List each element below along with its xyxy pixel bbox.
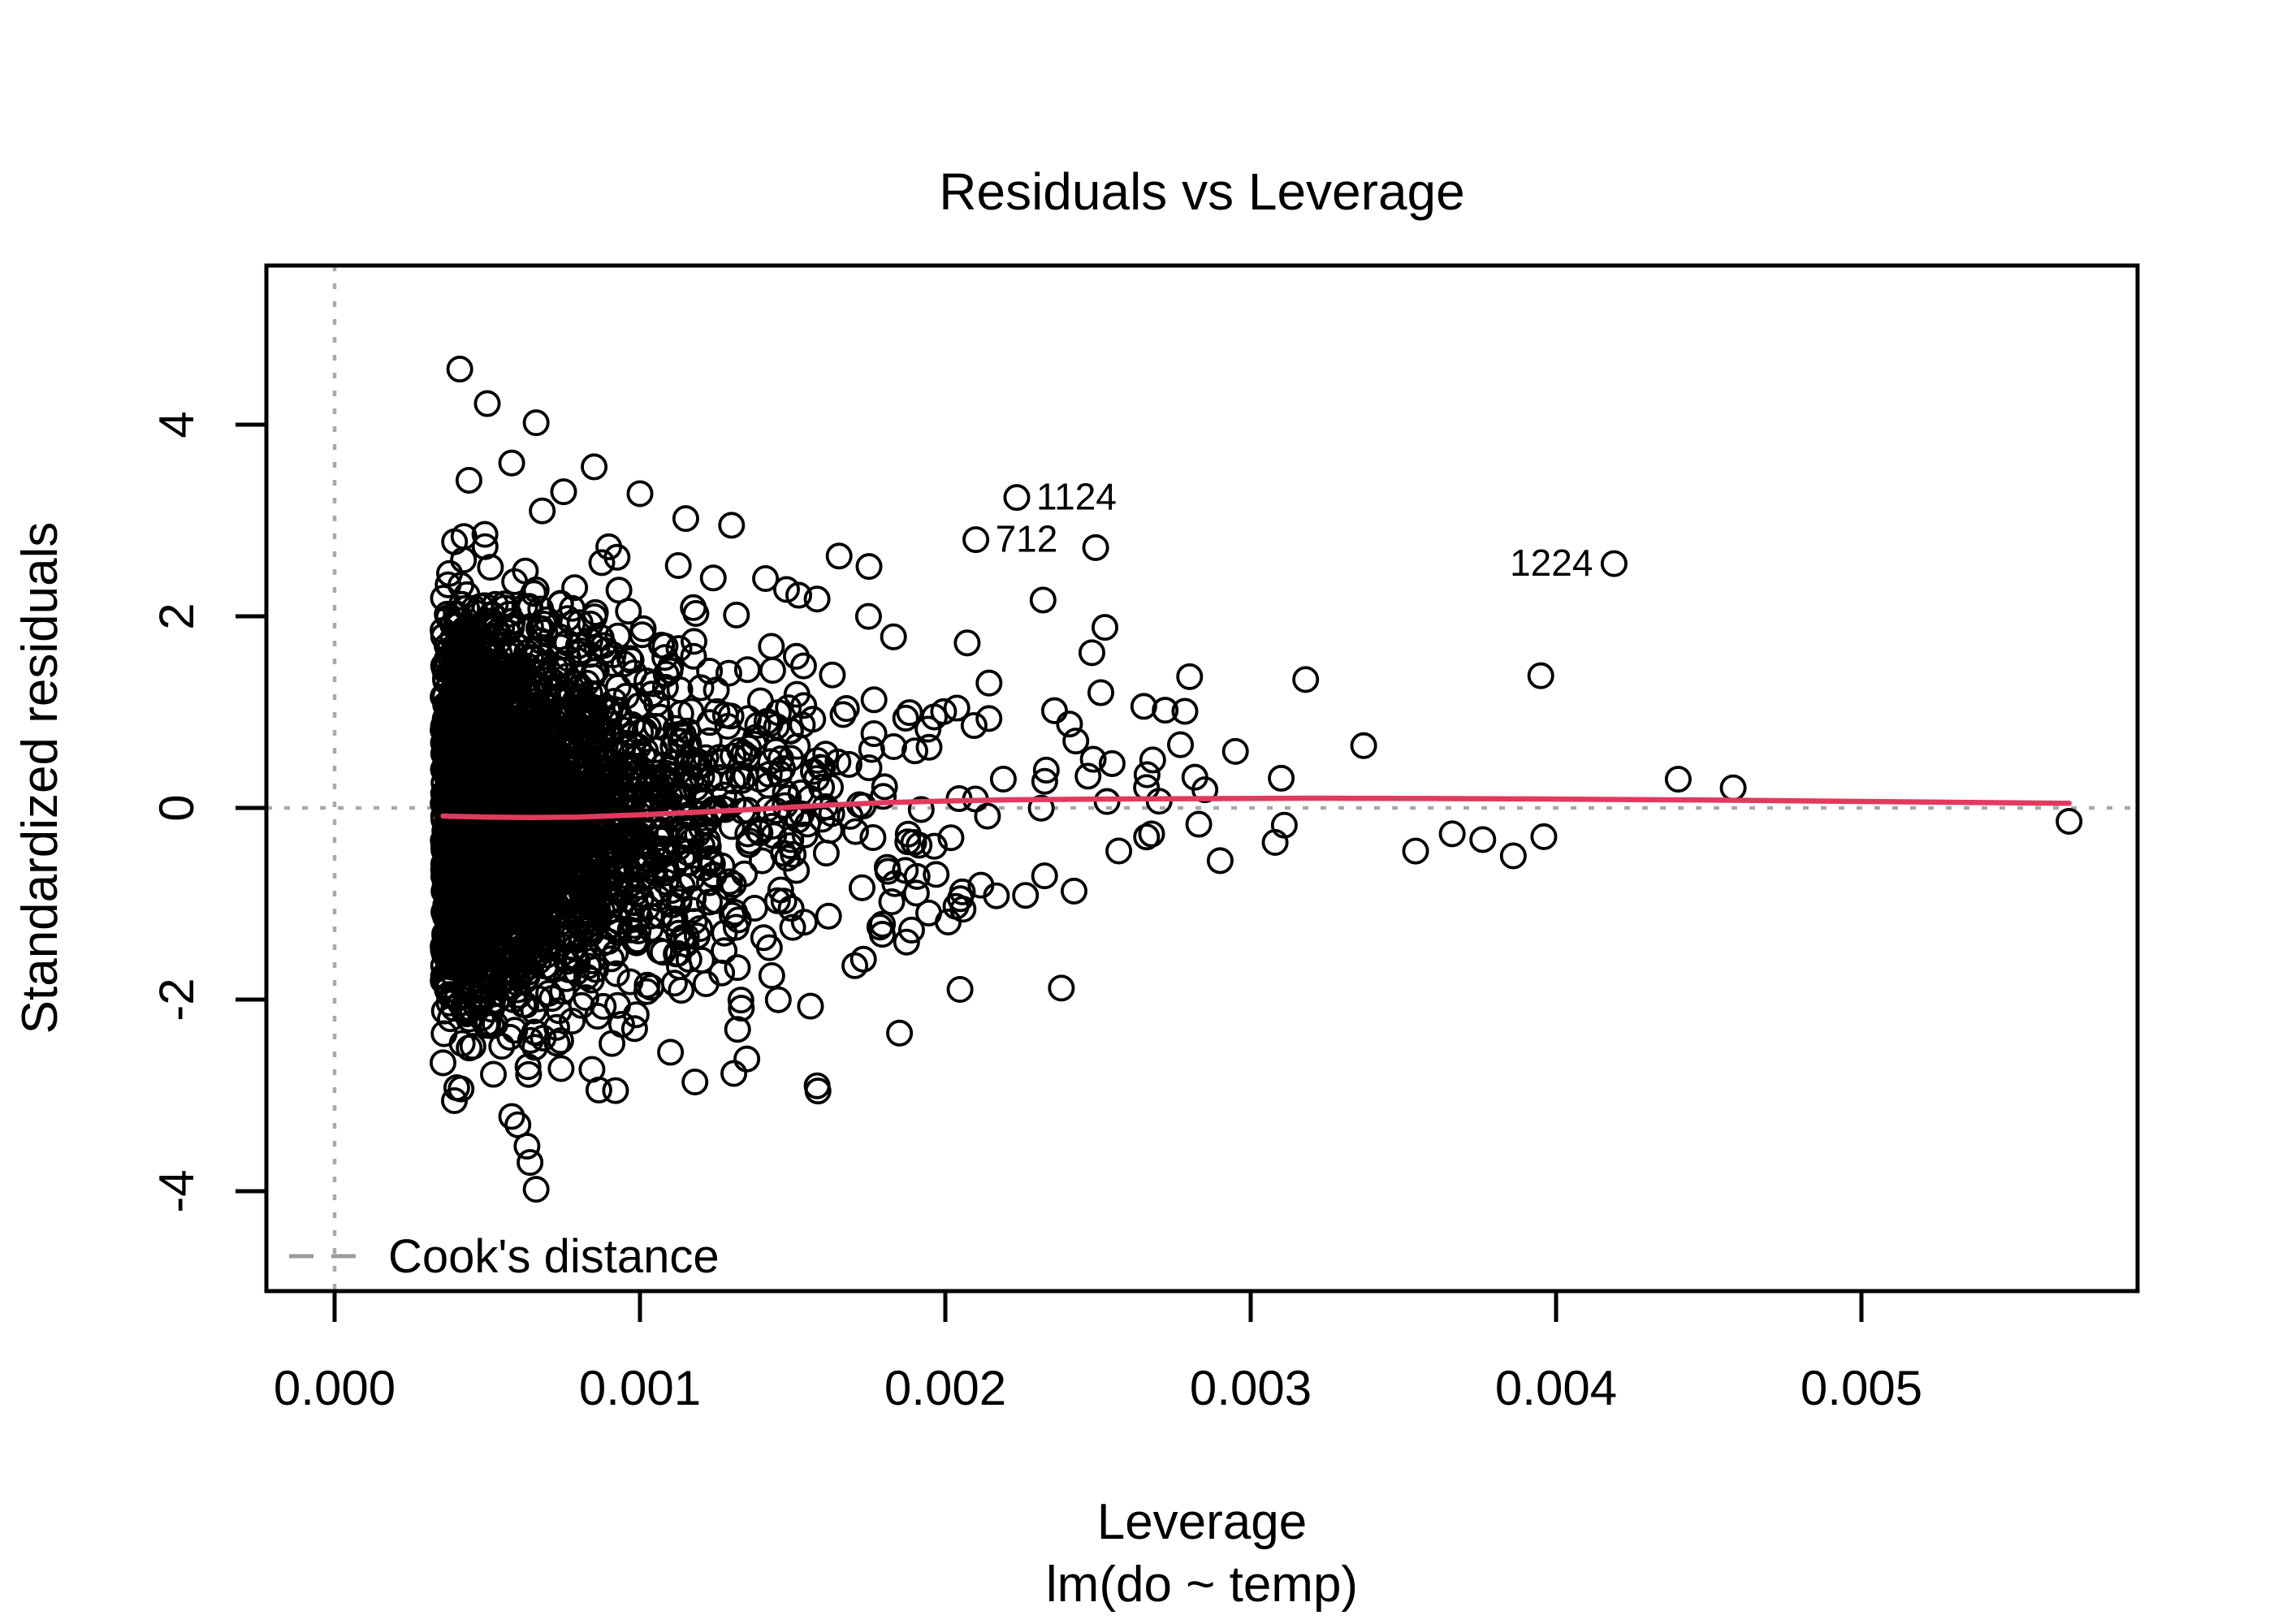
scatter-point <box>1152 697 1179 724</box>
plot-border-box <box>264 263 2140 1294</box>
scatter-point <box>550 478 577 506</box>
scatter-point <box>498 449 525 477</box>
labeled-point-1124 <box>1003 484 1031 512</box>
axis-ticks: 0.000 0.001 0.002 0.003 0.004 0.005 -4 -2 0 2 4 <box>149 411 1922 1415</box>
scatter-point <box>529 497 556 525</box>
scatter-point <box>602 1077 629 1104</box>
labeled-point-1224 <box>1600 550 1628 577</box>
x-tick-label: 0.001 <box>579 1361 701 1415</box>
scatter-point <box>1048 974 1075 1002</box>
scatter-point <box>733 1045 761 1073</box>
y-tick-label: 0 <box>149 794 204 821</box>
x-tick-label: 0.003 <box>1190 1361 1312 1415</box>
scatter-point <box>1206 847 1234 875</box>
scatter-point <box>1221 737 1249 765</box>
scatter-point <box>446 356 473 383</box>
smooth-trend-line <box>440 795 2072 821</box>
scatter-point <box>1185 810 1213 838</box>
scatter-point <box>1350 732 1377 759</box>
scatter-point <box>1078 639 1105 667</box>
scatter-point <box>1176 663 1204 690</box>
x-tick-label: 0.005 <box>1801 1361 1922 1415</box>
x-axis-subtitle: lm(do ~ temp) <box>1046 1557 1358 1613</box>
scatter-point <box>886 1019 914 1047</box>
scatter-point <box>1719 774 1747 801</box>
scatter-point <box>522 1176 550 1203</box>
labeled-point-712 <box>962 526 990 554</box>
chart-title: Residuals vs Leverage <box>939 162 1464 221</box>
scatter-point <box>513 1133 541 1160</box>
cooks-distance-legend-label: Cook's distance <box>388 1230 720 1283</box>
scatter-point <box>657 1039 685 1066</box>
x-tick-label: 0.004 <box>1495 1361 1617 1415</box>
x-tick-label: 0.002 <box>884 1361 1006 1415</box>
scatter-point <box>681 1068 709 1095</box>
scatter-point <box>1292 666 1320 693</box>
scatter-point <box>626 480 654 508</box>
scatter-point <box>1527 662 1554 689</box>
scatter-point <box>1438 820 1466 848</box>
scatter-point <box>2056 808 2083 836</box>
scatter-point <box>498 1103 525 1130</box>
scatter-point <box>443 1074 470 1102</box>
point-label-1124: 1124 <box>1036 476 1117 518</box>
scatter-point <box>1664 766 1692 793</box>
scatter-point <box>1191 776 1219 804</box>
scatter-point <box>699 564 727 592</box>
scatter-point <box>1530 823 1558 850</box>
x-tick-label: 0.000 <box>274 1361 396 1415</box>
y-axis-title: Standardized residuals <box>12 522 68 1034</box>
scatter-point <box>1130 693 1157 720</box>
y-tick-label: 2 <box>149 603 204 629</box>
scatter-point <box>785 581 813 609</box>
y-tick-label: 4 <box>149 411 204 438</box>
scatter-cloud <box>430 520 1208 1138</box>
scatter-point <box>522 409 550 437</box>
scatter-point <box>803 1072 831 1099</box>
scatter-point <box>1261 828 1289 856</box>
point-label-712: 712 <box>996 518 1058 560</box>
scatter-point <box>855 553 883 581</box>
scatter-point <box>672 505 699 533</box>
scatter-point <box>1469 826 1497 853</box>
scatter-point <box>1268 764 1295 792</box>
scatter-point <box>1167 731 1195 758</box>
y-tick-label: -4 <box>149 1169 204 1212</box>
scatter-point <box>581 453 608 481</box>
scatter-point <box>718 512 746 539</box>
scatter-point <box>517 1149 544 1177</box>
scatter-point <box>473 390 501 417</box>
x-axis-title: Leverage <box>1097 1494 1308 1550</box>
scatter-point <box>1029 586 1057 614</box>
y-tick-label: -2 <box>149 978 204 1021</box>
scatter-point <box>1402 837 1429 865</box>
point-label-1224: 1224 <box>1510 542 1593 584</box>
scatter-outlier-points <box>443 356 2083 1203</box>
scatter-point <box>803 585 831 613</box>
scatter-point <box>455 466 482 494</box>
scatter-point <box>772 576 800 603</box>
scatter-point <box>480 1060 508 1088</box>
scatter-point <box>1499 842 1527 870</box>
